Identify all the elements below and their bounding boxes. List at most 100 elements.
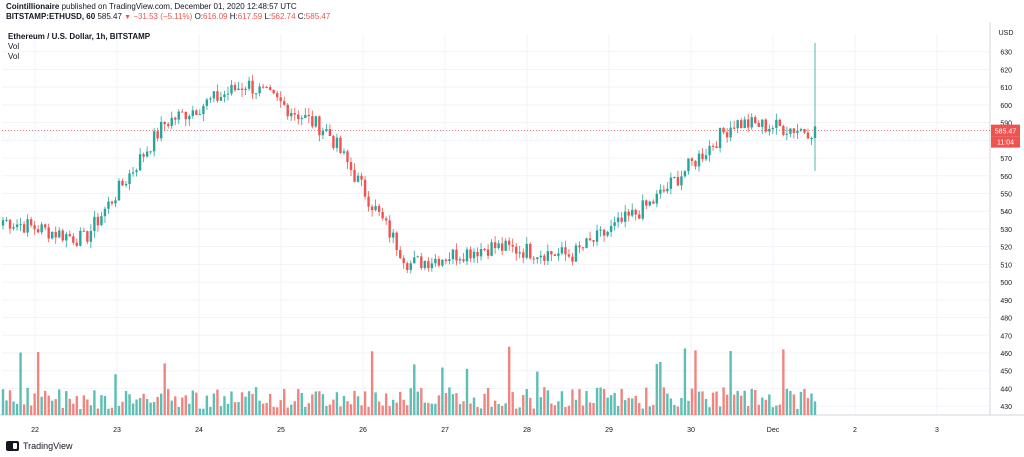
candle-body	[606, 231, 609, 236]
candle-body	[149, 151, 152, 153]
volume-bar	[687, 400, 690, 415]
price-chart[interactable]: 6306206106005905805705605505405305205105…	[0, 22, 1024, 437]
candle-body	[789, 128, 792, 134]
y-tick-label: 480	[1000, 316, 1012, 323]
volume-bar	[427, 402, 430, 415]
tradingview-brand[interactable]: TradingView	[6, 441, 73, 451]
candle-body	[581, 247, 585, 249]
candle-body	[399, 250, 402, 259]
volume-bar	[557, 401, 560, 415]
candle-body	[680, 176, 683, 186]
volume-bar	[124, 391, 128, 415]
candle-body	[40, 224, 43, 233]
x-tick-label: 28	[523, 427, 531, 434]
y-tick-label: 540	[1000, 209, 1012, 216]
candle-body	[645, 200, 648, 206]
volume-bar	[51, 400, 54, 415]
candle-body	[434, 258, 437, 264]
volume-bar	[15, 403, 19, 415]
y-tick-label: 430	[1000, 404, 1012, 411]
candle-body	[747, 119, 750, 128]
author-name[interactable]: Cointillionaire	[6, 2, 60, 11]
volume-bar	[19, 352, 22, 415]
volume-bar	[567, 405, 571, 415]
volume-bar	[307, 403, 311, 415]
candle-body	[796, 130, 799, 133]
candle-body	[448, 259, 451, 262]
legend-vol-2: Vol	[8, 52, 20, 61]
candle-body	[335, 137, 339, 148]
open-value: 616.09	[203, 12, 228, 21]
candle-body	[560, 247, 564, 254]
candle-body	[110, 201, 114, 204]
y-tick-label: 510	[1000, 262, 1012, 269]
high-value: 617.59	[237, 12, 263, 21]
candle-body	[536, 257, 539, 260]
candle-body	[736, 120, 739, 129]
y-tick-label: 550	[1000, 191, 1012, 198]
volume-bar	[690, 388, 694, 415]
candle-body	[623, 211, 627, 222]
candle-body	[205, 99, 209, 106]
y-tick-label: 450	[1000, 369, 1012, 376]
candle-body	[522, 252, 525, 258]
candle-body	[571, 256, 574, 262]
volume-bar	[40, 396, 43, 415]
y-tick-label: 610	[1000, 85, 1012, 92]
volume-bar	[768, 394, 771, 415]
candle-body	[342, 151, 346, 153]
candle-body	[722, 127, 725, 133]
candle-body	[1, 220, 5, 226]
volume-bar	[493, 400, 497, 415]
candle-body	[423, 261, 427, 268]
candle-body	[694, 160, 697, 167]
candle-body	[219, 97, 223, 101]
volume-bar	[571, 389, 574, 415]
volume-bar	[318, 391, 321, 415]
x-tick-label: 25	[277, 427, 285, 434]
candle-body	[455, 249, 458, 261]
candle-body	[662, 189, 666, 192]
candle-body	[673, 177, 676, 179]
candle-body	[486, 249, 490, 256]
y-tick-label: 590	[1000, 121, 1012, 128]
candle-body	[578, 245, 581, 248]
candle-body	[476, 251, 479, 257]
publish-text: published on TradingView.com, December 0…	[61, 2, 297, 11]
candle-body	[43, 224, 47, 228]
candle-body	[360, 175, 363, 180]
volume-bar	[757, 404, 760, 415]
candle-body	[202, 105, 205, 115]
volume-bar	[226, 403, 230, 415]
candle-body	[58, 230, 61, 238]
volume-bar	[500, 405, 504, 415]
candle-body	[283, 101, 286, 105]
legend-vol-1: Vol	[8, 42, 20, 51]
volume-bar	[810, 393, 813, 415]
candle-body	[198, 114, 202, 116]
candle-body	[701, 153, 704, 160]
candle-body	[620, 217, 623, 222]
candle-body	[68, 234, 71, 237]
candle-body	[420, 256, 423, 268]
candle-body	[117, 180, 121, 201]
volume-bar	[803, 388, 806, 415]
candle-body	[613, 222, 616, 226]
candle-body	[539, 255, 543, 258]
volume-bar	[349, 404, 353, 415]
candle-body	[529, 243, 532, 259]
volume-bar	[363, 391, 367, 415]
volume-bar	[476, 407, 479, 415]
candle-body	[191, 110, 195, 117]
volume-bar	[490, 406, 493, 415]
volume-bar	[43, 390, 47, 415]
candle-body	[416, 256, 419, 258]
candle-body	[223, 94, 226, 98]
volume-bar	[346, 401, 349, 415]
volume-bar	[543, 387, 546, 415]
candle-body	[585, 238, 588, 248]
volume-bar	[86, 399, 89, 415]
candle-body	[451, 249, 455, 260]
candle-body	[159, 121, 163, 139]
x-tick-label: 29	[605, 427, 613, 434]
